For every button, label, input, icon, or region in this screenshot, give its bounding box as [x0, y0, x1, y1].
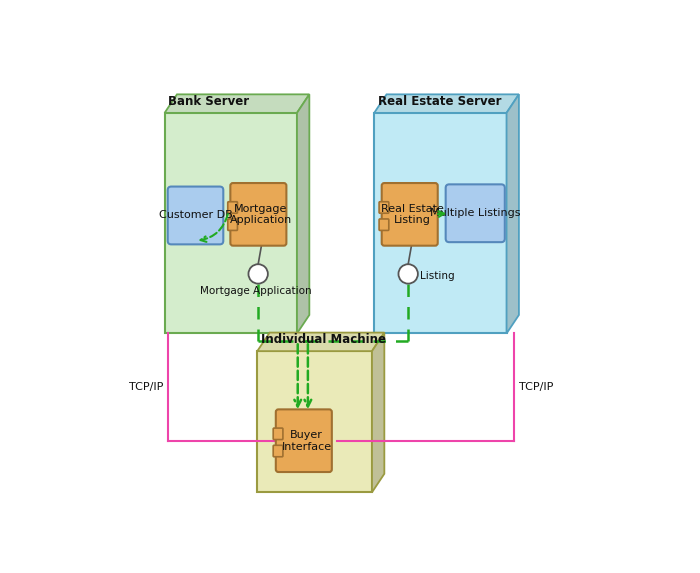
FancyBboxPatch shape [273, 445, 283, 457]
Text: TCP/IP: TCP/IP [519, 382, 553, 392]
FancyBboxPatch shape [228, 219, 237, 230]
FancyBboxPatch shape [228, 202, 237, 213]
FancyBboxPatch shape [230, 183, 286, 246]
Polygon shape [258, 332, 384, 351]
Text: Multiple Listings: Multiple Listings [430, 208, 521, 218]
FancyBboxPatch shape [374, 113, 507, 333]
FancyBboxPatch shape [446, 185, 505, 242]
FancyBboxPatch shape [382, 183, 438, 246]
FancyBboxPatch shape [164, 113, 297, 333]
Polygon shape [164, 95, 309, 113]
Text: Bank Server: Bank Server [168, 95, 249, 108]
Polygon shape [507, 95, 519, 333]
FancyBboxPatch shape [379, 219, 389, 230]
Text: Buyer
Interface: Buyer Interface [281, 430, 332, 452]
FancyBboxPatch shape [258, 351, 372, 492]
Circle shape [248, 264, 268, 284]
Text: Listing: Listing [420, 271, 455, 281]
Polygon shape [372, 332, 384, 492]
FancyBboxPatch shape [168, 187, 223, 244]
Text: Individual Machine: Individual Machine [261, 333, 386, 347]
FancyBboxPatch shape [276, 409, 332, 472]
Text: Mortgage
Application: Mortgage Application [230, 203, 292, 225]
Text: Real Estate
Listing: Real Estate Listing [381, 203, 444, 225]
Text: Real Estate Server: Real Estate Server [378, 95, 501, 108]
FancyBboxPatch shape [379, 202, 389, 213]
Circle shape [398, 264, 418, 284]
Text: Mortgage Application: Mortgage Application [200, 286, 312, 296]
Text: Customer DB: Customer DB [159, 210, 232, 221]
FancyBboxPatch shape [273, 428, 283, 439]
Polygon shape [374, 95, 519, 113]
Text: TCP/IP: TCP/IP [130, 382, 164, 392]
Polygon shape [297, 95, 309, 333]
